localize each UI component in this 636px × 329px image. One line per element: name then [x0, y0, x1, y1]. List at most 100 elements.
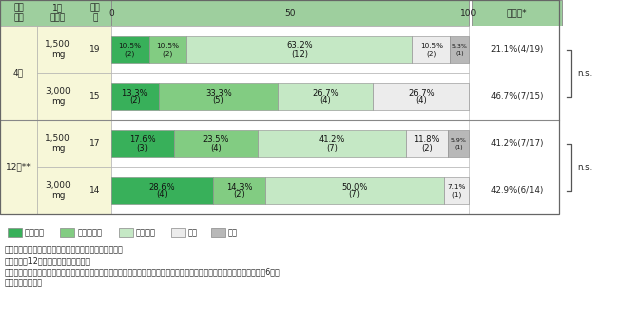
Text: 41.2%(7/17): 41.2%(7/17): [490, 139, 544, 148]
Bar: [111, 120, 469, 167]
Bar: [111, 26, 469, 73]
Text: (2): (2): [233, 190, 245, 199]
Text: 42.9%(6/14): 42.9%(6/14): [490, 186, 544, 195]
Text: 4週: 4週: [13, 68, 24, 78]
Bar: [406, 130, 448, 157]
Text: 軽度改善: 軽度改善: [135, 228, 156, 237]
Bar: [211, 228, 225, 237]
Text: 10.5%: 10.5%: [156, 43, 179, 49]
Bar: [0, 26, 37, 120]
Bar: [111, 73, 469, 120]
Text: (2): (2): [426, 51, 436, 57]
Text: 41.2%: 41.2%: [319, 136, 345, 144]
Bar: [111, 36, 149, 63]
Bar: [0, 120, 37, 214]
Bar: [111, 177, 214, 204]
Bar: [265, 177, 443, 204]
Text: 5.9%: 5.9%: [450, 138, 466, 142]
Text: 10.5%: 10.5%: [420, 43, 443, 49]
Text: ＊改善率：著明改善及び中等度改善を加えた症例の比率: ＊改善率：著明改善及び中等度改善を加えた症例の比率: [5, 245, 124, 254]
Text: 26.7%: 26.7%: [408, 89, 434, 97]
Text: 7.1%: 7.1%: [447, 184, 466, 190]
Text: (7): (7): [326, 143, 338, 153]
Bar: [171, 228, 185, 237]
Text: (4): (4): [415, 96, 427, 106]
Text: 50.0%: 50.0%: [341, 183, 367, 191]
Text: n.s.: n.s.: [577, 163, 592, 171]
Text: (7): (7): [348, 190, 360, 199]
Text: (1): (1): [454, 145, 463, 150]
Bar: [149, 36, 186, 63]
Text: 12週**: 12週**: [6, 163, 31, 171]
Text: (2): (2): [162, 51, 172, 57]
Text: 1日
投与量: 1日 投与量: [50, 3, 66, 23]
Text: (12): (12): [291, 49, 308, 59]
Text: 19: 19: [89, 45, 100, 54]
Text: 悪化: 悪化: [228, 228, 237, 237]
Bar: [111, 130, 174, 157]
Bar: [443, 177, 469, 204]
Bar: [472, 73, 636, 120]
Text: 33.3%: 33.3%: [205, 89, 232, 97]
Text: 17: 17: [89, 139, 100, 148]
Text: (2): (2): [421, 143, 432, 153]
Text: n.s.: n.s.: [577, 68, 592, 78]
Text: 50: 50: [284, 9, 296, 17]
Bar: [278, 83, 373, 110]
Bar: [0, 167, 111, 214]
Text: 3,000
mg: 3,000 mg: [45, 87, 71, 106]
Text: 1,500
mg: 1,500 mg: [45, 40, 71, 59]
Text: 14.3%: 14.3%: [226, 183, 252, 191]
Bar: [0, 120, 111, 167]
Bar: [111, 0, 469, 26]
Text: 46.7%(7/15): 46.7%(7/15): [490, 92, 544, 101]
Text: で評価した。: で評価した。: [5, 278, 43, 287]
Bar: [472, 26, 636, 73]
Text: 11.8%: 11.8%: [413, 136, 440, 144]
Text: 著明改善: 著明改善: [25, 228, 45, 237]
Bar: [8, 228, 22, 237]
Text: (4): (4): [156, 190, 168, 199]
Text: (4): (4): [210, 143, 222, 153]
Text: 不変: 不変: [188, 228, 198, 237]
Text: (1): (1): [451, 192, 461, 198]
Text: 13.3%: 13.3%: [121, 89, 148, 97]
Text: (5): (5): [212, 96, 224, 106]
Bar: [60, 228, 74, 237]
Text: 26.7%: 26.7%: [312, 89, 339, 97]
Text: 17.6%: 17.6%: [129, 136, 156, 144]
Bar: [472, 167, 636, 214]
Text: 21.1%(4/19): 21.1%(4/19): [490, 45, 544, 54]
Bar: [412, 36, 450, 63]
Text: 28.6%: 28.6%: [149, 183, 176, 191]
Text: 63.2%: 63.2%: [286, 41, 313, 50]
Bar: [111, 83, 158, 110]
Bar: [174, 130, 258, 157]
Text: 10.5%: 10.5%: [118, 43, 141, 49]
Bar: [450, 36, 469, 63]
Bar: [0, 73, 111, 120]
Text: 中等度改善: 中等度改善: [77, 228, 102, 237]
Bar: [119, 228, 133, 237]
Text: (3): (3): [137, 143, 148, 153]
Bar: [214, 177, 265, 204]
Bar: [258, 130, 406, 157]
Text: 100: 100: [460, 9, 478, 17]
Text: 14: 14: [89, 186, 100, 195]
Bar: [472, 120, 636, 167]
Text: (4): (4): [320, 96, 331, 106]
Text: 5.3%: 5.3%: [452, 43, 467, 48]
Bar: [158, 83, 278, 110]
Text: 23.5%: 23.5%: [203, 136, 230, 144]
Text: (1): (1): [455, 52, 464, 57]
Text: ＊＊投与後12週間あるいは投与終了時: ＊＊投与後12週間あるいは投与終了時: [5, 256, 91, 265]
Text: (2): (2): [125, 51, 135, 57]
Bar: [186, 36, 412, 63]
Bar: [373, 83, 469, 110]
Bar: [0, 0, 559, 214]
Text: 0: 0: [108, 9, 114, 17]
Text: 評価
時期: 評価 時期: [13, 3, 24, 23]
Bar: [448, 130, 469, 157]
Bar: [0, 26, 111, 73]
Bar: [111, 167, 469, 214]
